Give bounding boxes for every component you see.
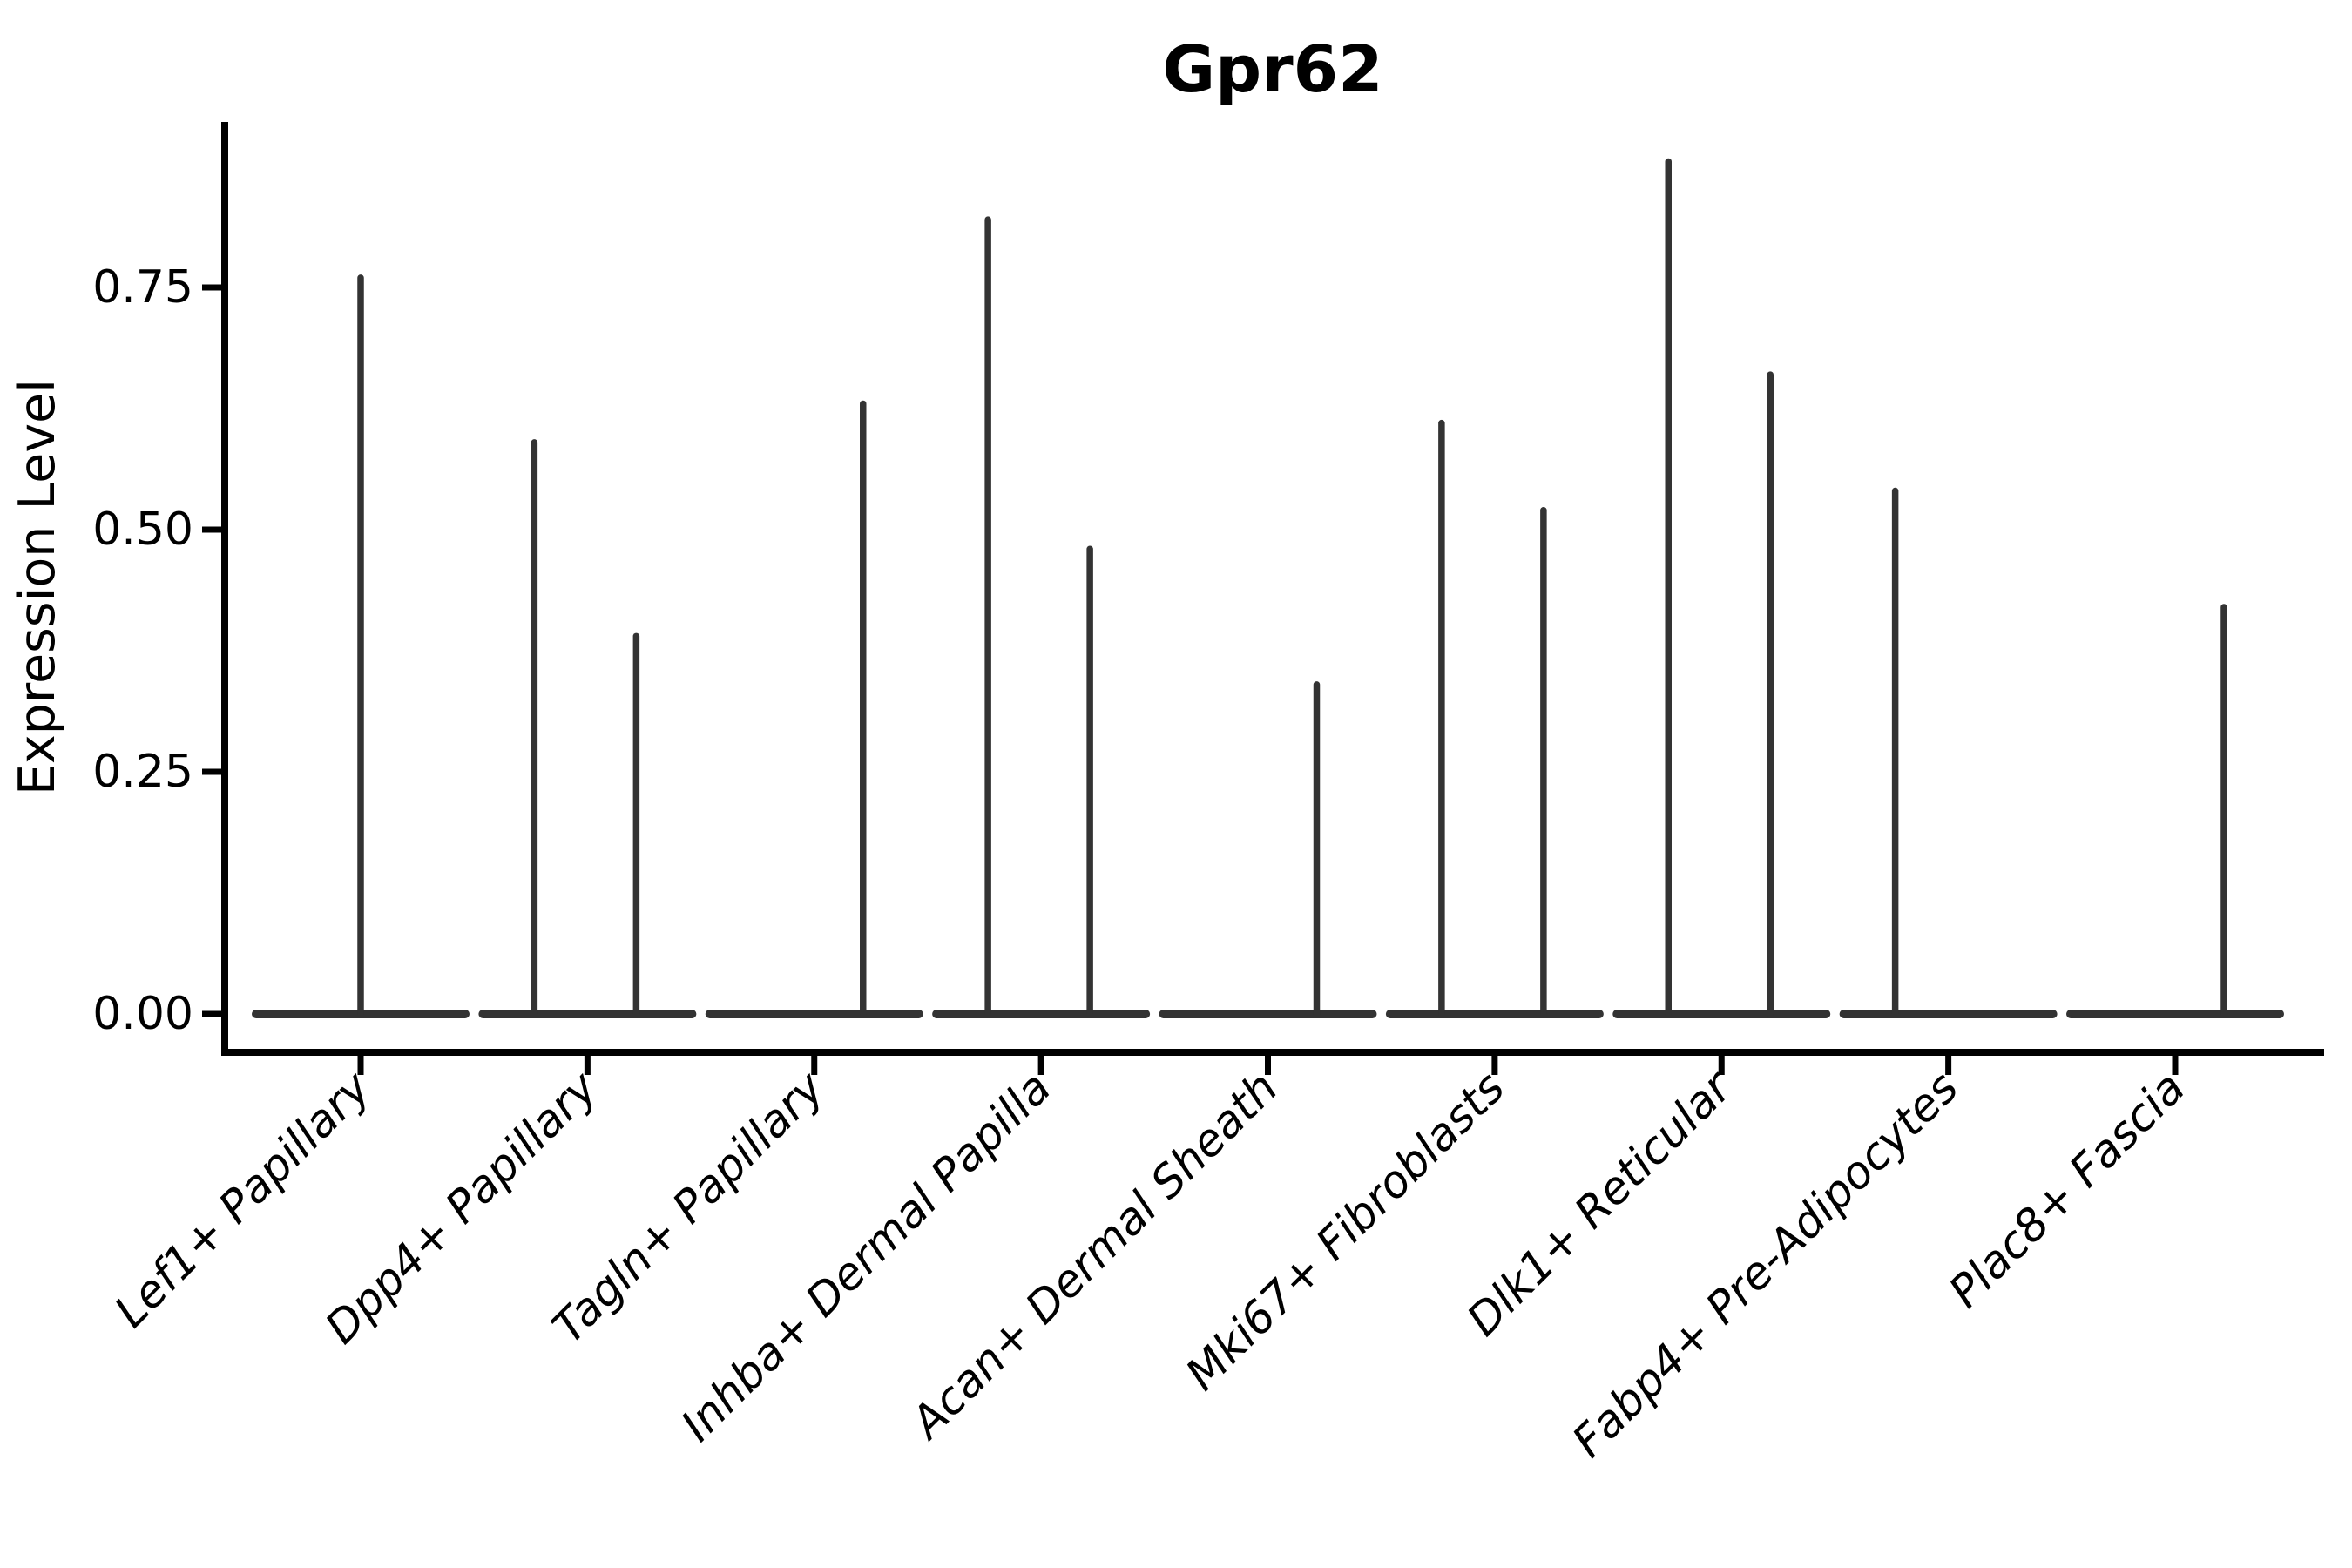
x-tick-label: Plac8+ Fascia — [1940, 1062, 2196, 1318]
violin — [1385, 419, 1604, 1018]
y-tick-label: 0.25 — [92, 746, 193, 798]
violin — [932, 216, 1151, 1018]
x-tick-label: Acan+ Dermal Sheath — [900, 1062, 1288, 1450]
violin — [1159, 681, 1377, 1018]
violin — [1612, 158, 1831, 1018]
x-tick-label: Fabp4+ Pre-Adipocytes — [1563, 1062, 1969, 1468]
violin — [2066, 604, 2284, 1018]
violins-layer — [252, 158, 2284, 1018]
violin — [252, 274, 470, 1018]
violin — [1839, 487, 2058, 1018]
x-tick-label: Inhba+ Dermal Papilla — [672, 1062, 1061, 1451]
plot-title: Gpr62 — [1162, 32, 1382, 107]
violin — [705, 400, 923, 1018]
y-tick-label: 0.00 — [92, 988, 193, 1040]
violin — [478, 439, 697, 1018]
y-axis-label: Expression Level — [9, 379, 66, 795]
y-tick-label: 0.75 — [92, 261, 193, 314]
y-ticks-layer: 0.00 0.25 0.50 0.75 — [92, 261, 225, 1040]
y-tick-label: 0.50 — [92, 504, 193, 556]
